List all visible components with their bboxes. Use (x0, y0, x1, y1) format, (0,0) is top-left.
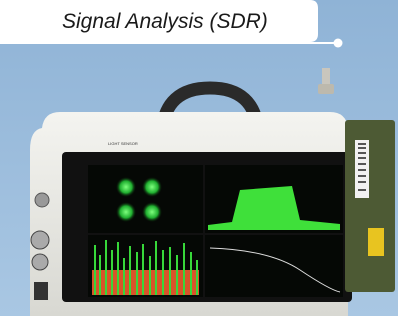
connector (35, 193, 49, 207)
side-module (345, 120, 395, 292)
connector (34, 282, 48, 300)
scene: Signal Analysis (SDR) LIGHT SENSOR (0, 0, 398, 316)
connector (31, 231, 49, 249)
constellation-point (142, 202, 162, 222)
waterfall-red (92, 270, 199, 295)
warning-label (368, 228, 384, 256)
banner-dot (334, 39, 343, 48)
constellation-point (142, 177, 162, 197)
device-label: LIGHT SENSOR (108, 141, 138, 146)
constellation-point (116, 177, 136, 197)
antenna-base (318, 84, 334, 94)
constellation-point (116, 202, 136, 222)
connector (32, 254, 48, 270)
constellation-panel (88, 165, 203, 233)
title: Signal Analysis (SDR) (62, 10, 268, 33)
trace-panel (205, 235, 343, 297)
